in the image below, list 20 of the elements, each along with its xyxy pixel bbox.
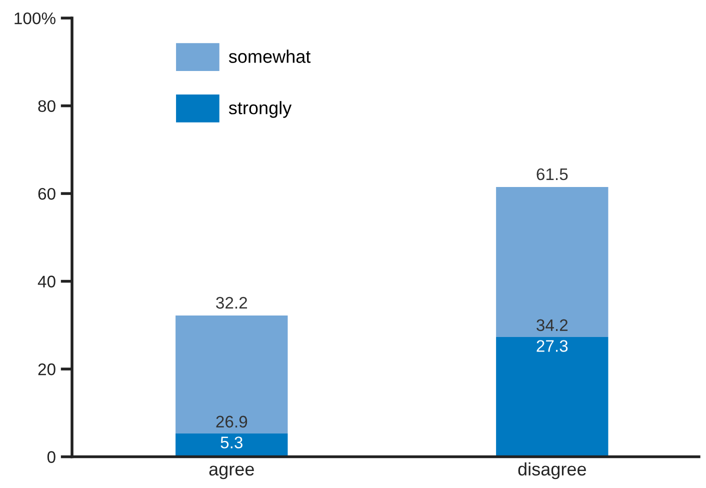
bar [176, 434, 288, 457]
total-label: 61.5 [536, 168, 568, 180]
legend-label: strongly [228, 101, 292, 118]
data-label: 26.9 [216, 416, 248, 428]
data-label: 5.3 [220, 436, 242, 448]
x-tick-label: disagree [518, 462, 586, 480]
bar [496, 337, 608, 457]
y-tick-label: 100% [14, 12, 56, 24]
total-label: 32.2 [216, 296, 248, 309]
x-tick-label: agree [209, 466, 254, 480]
y-tick-label: 0 [47, 451, 56, 463]
bar [496, 186, 608, 337]
y-tick-label: 20 [38, 363, 56, 376]
data-label: 34.2 [536, 319, 568, 332]
legend-label: somewhat [228, 50, 311, 63]
data-label: 27.3 [536, 340, 568, 352]
y-tick-label: 40 [38, 276, 56, 288]
y-tick-label: 80 [38, 100, 56, 112]
y-tick-label: 60 [38, 188, 56, 200]
bar [176, 316, 288, 434]
